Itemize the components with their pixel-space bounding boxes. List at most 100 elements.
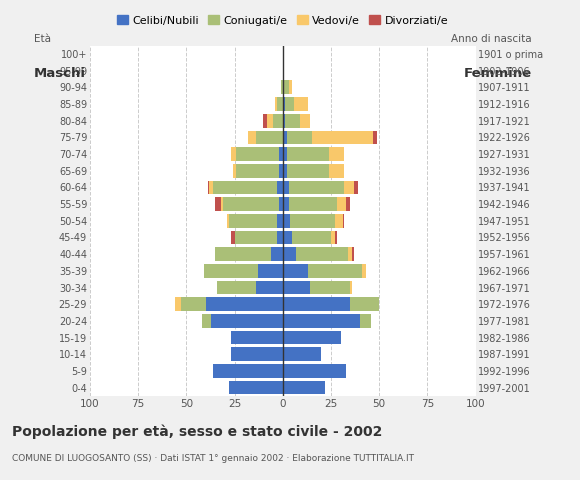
Bar [279,197,283,211]
Bar [283,197,288,211]
Bar [329,147,345,161]
Bar [202,314,211,328]
Bar [287,164,329,178]
Bar [277,231,283,244]
Bar [231,147,237,161]
Bar [221,197,223,211]
Bar [283,281,310,294]
Bar [291,214,335,228]
Legend: Celibi/Nubili, Coniugati/e, Vedovi/e, Divorziati/e: Celibi/Nubili, Coniugati/e, Vedovi/e, Di… [113,11,453,30]
Text: COMUNE DI LUOGOSANTO (SS) · Dati ISTAT 1° gennaio 2002 · Elaborazione TUTTITALIA: COMUNE DI LUOGOSANTO (SS) · Dati ISTAT 1… [12,454,414,463]
Bar [296,247,349,261]
Bar [277,214,283,228]
Bar [273,114,283,128]
Text: Femmine: Femmine [463,67,531,80]
Bar [234,231,277,244]
Bar [374,131,377,144]
Bar [231,231,234,244]
Bar [352,247,354,261]
Bar [288,180,345,194]
Bar [233,164,237,178]
Bar [204,264,258,278]
Text: Età: Età [34,34,51,44]
Bar [283,247,296,261]
Bar [208,180,209,194]
Bar [283,231,292,244]
Bar [263,114,267,128]
Bar [211,314,283,328]
Text: Maschi: Maschi [34,67,86,80]
Bar [292,231,331,244]
Bar [337,197,346,211]
Bar [248,131,256,144]
Bar [217,281,256,294]
Bar [283,364,346,378]
Bar [349,247,352,261]
Bar [285,97,294,111]
Text: Popolazione per età, sesso e stato civile - 2002: Popolazione per età, sesso e stato civil… [12,425,382,439]
Bar [258,264,283,278]
Bar [229,214,277,228]
Bar [283,131,287,144]
Bar [277,180,283,194]
Bar [231,348,283,361]
Bar [281,81,283,94]
Bar [285,114,300,128]
Bar [283,81,288,94]
Bar [279,164,283,178]
Bar [283,180,288,194]
Bar [215,247,271,261]
Bar [283,331,340,345]
Bar [310,281,350,294]
Bar [229,381,283,395]
Bar [283,298,350,311]
Bar [283,214,291,228]
Bar [267,114,273,128]
Bar [287,147,329,161]
Bar [350,298,379,311]
Bar [227,214,229,228]
Bar [311,131,374,144]
Bar [237,164,279,178]
Bar [175,298,180,311]
Bar [283,97,285,111]
Text: Anno di nascita: Anno di nascita [451,34,531,44]
Bar [300,114,310,128]
Bar [343,214,345,228]
Bar [256,131,283,144]
Bar [283,147,287,161]
Bar [335,214,343,228]
Bar [294,97,308,111]
Bar [354,180,358,194]
Bar [362,264,365,278]
Bar [350,281,352,294]
Bar [215,197,221,211]
Bar [308,264,362,278]
Bar [271,247,283,261]
Bar [209,180,213,194]
Bar [213,364,283,378]
Bar [237,147,279,161]
Bar [345,180,354,194]
Bar [231,331,283,345]
Bar [180,298,205,311]
Bar [360,314,371,328]
Bar [256,281,283,294]
Bar [331,231,335,244]
Bar [283,381,325,395]
Bar [283,164,287,178]
Bar [283,264,308,278]
Bar [223,197,279,211]
Bar [275,97,277,111]
Bar [288,81,292,94]
Bar [329,164,345,178]
Bar [283,314,360,328]
Bar [287,131,311,144]
Bar [288,197,337,211]
Bar [279,147,283,161]
Bar [283,114,285,128]
Bar [346,197,350,211]
Bar [213,180,277,194]
Bar [205,298,283,311]
Bar [335,231,337,244]
